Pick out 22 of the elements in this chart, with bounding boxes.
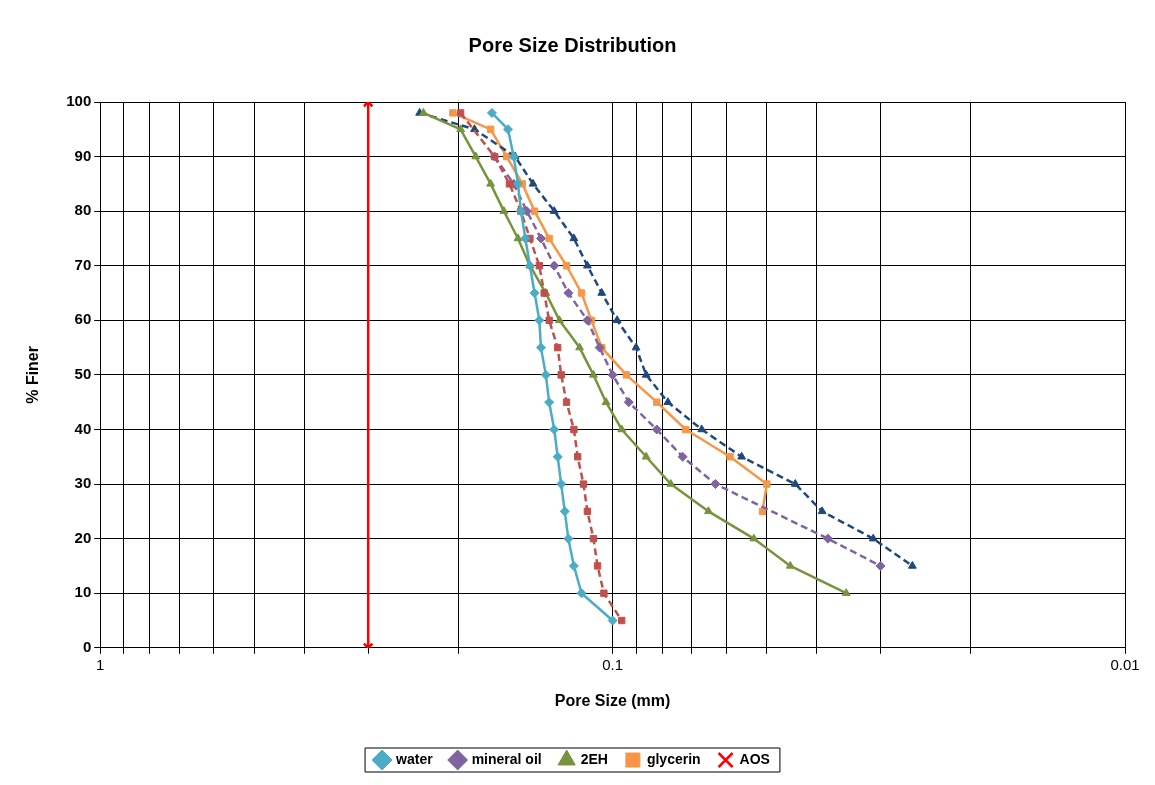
y-tick-label: 0 xyxy=(82,637,92,655)
y-tick-label: 60 xyxy=(74,310,92,328)
y-axis-title: % Finer xyxy=(24,346,42,404)
y-tick-label: 50 xyxy=(74,365,92,383)
y-tick-label: 20 xyxy=(74,528,92,546)
chart-title: Pore Size Distribution xyxy=(468,33,677,56)
y-tick-label: 70 xyxy=(74,255,92,273)
y-tick-label: 80 xyxy=(74,201,92,219)
y-tick-label: 10 xyxy=(74,583,92,601)
x-tick-label: 0.01 xyxy=(1110,655,1140,673)
y-tick-label: 100 xyxy=(66,92,92,110)
legend-label: water xyxy=(395,750,434,767)
legend-label: mineral oil xyxy=(471,750,542,767)
legend-label: glycerin xyxy=(646,750,701,767)
y-tick-label: 40 xyxy=(74,419,92,437)
x-tick-label: 1 xyxy=(96,655,105,673)
x-axis-title: Pore Size (mm) xyxy=(554,691,671,709)
y-tick-label: 30 xyxy=(74,474,92,492)
legend-label: 2EH xyxy=(580,750,608,767)
legend-label: AOS xyxy=(739,750,770,767)
y-tick-label: 90 xyxy=(74,146,92,164)
x-tick-label: 0.1 xyxy=(602,655,624,673)
